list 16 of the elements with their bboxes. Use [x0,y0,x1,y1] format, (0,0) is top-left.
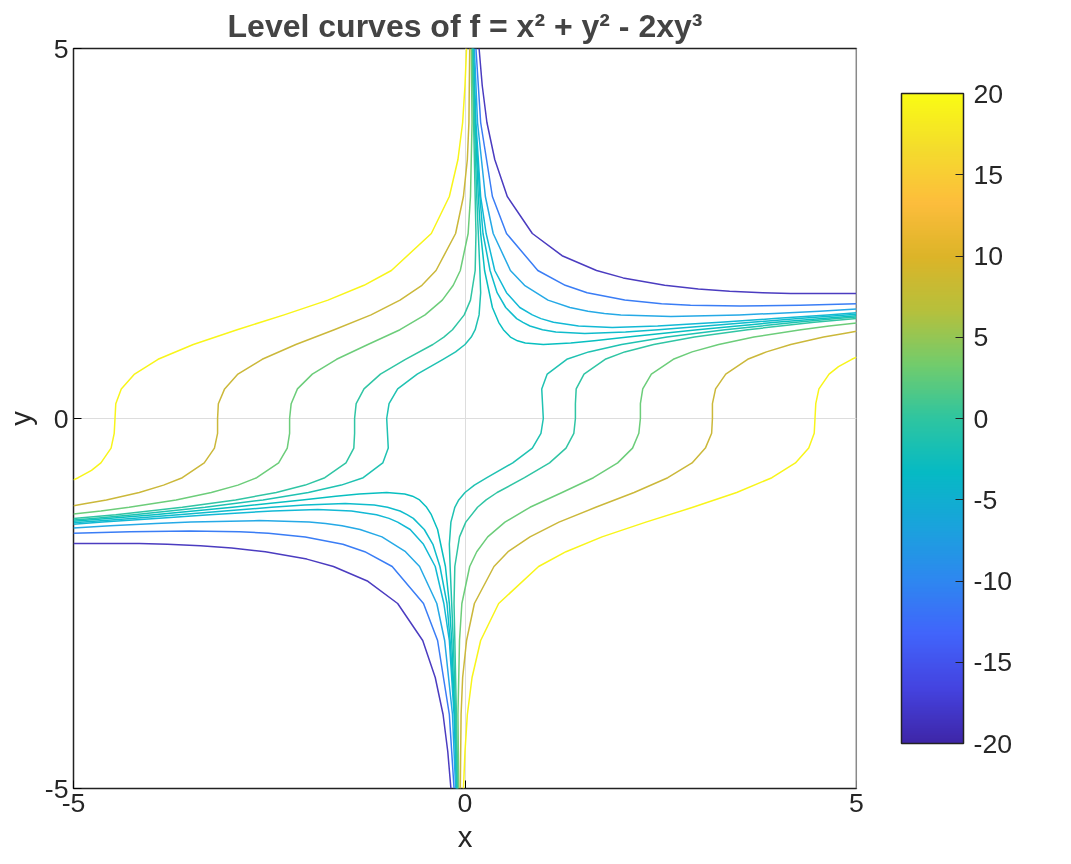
color-bar-label: 10 [973,241,1004,271]
y-tick-label: 0 [53,403,69,434]
color-bar-label: 15 [973,159,1004,190]
y-axis-title: y [3,410,37,426]
chart-title: Level curves of f = x² + y² - 2xy³ [227,7,703,44]
color-bar-label: 0 [973,403,989,434]
color-bar-label: 5 [973,322,989,353]
color-bar-label: -5 [973,484,998,515]
color-bar-label: 20 [973,78,1004,109]
x-tick-label: 5 [849,787,864,818]
x-axis-title: x [457,819,473,853]
y-tick-label: 5 [53,33,69,64]
color-bar-label: -15 [973,647,1013,678]
x-tick-label: 0 [457,787,473,818]
color-bar-label: -20 [973,728,1013,759]
color-bar-label: -10 [973,566,1013,596]
